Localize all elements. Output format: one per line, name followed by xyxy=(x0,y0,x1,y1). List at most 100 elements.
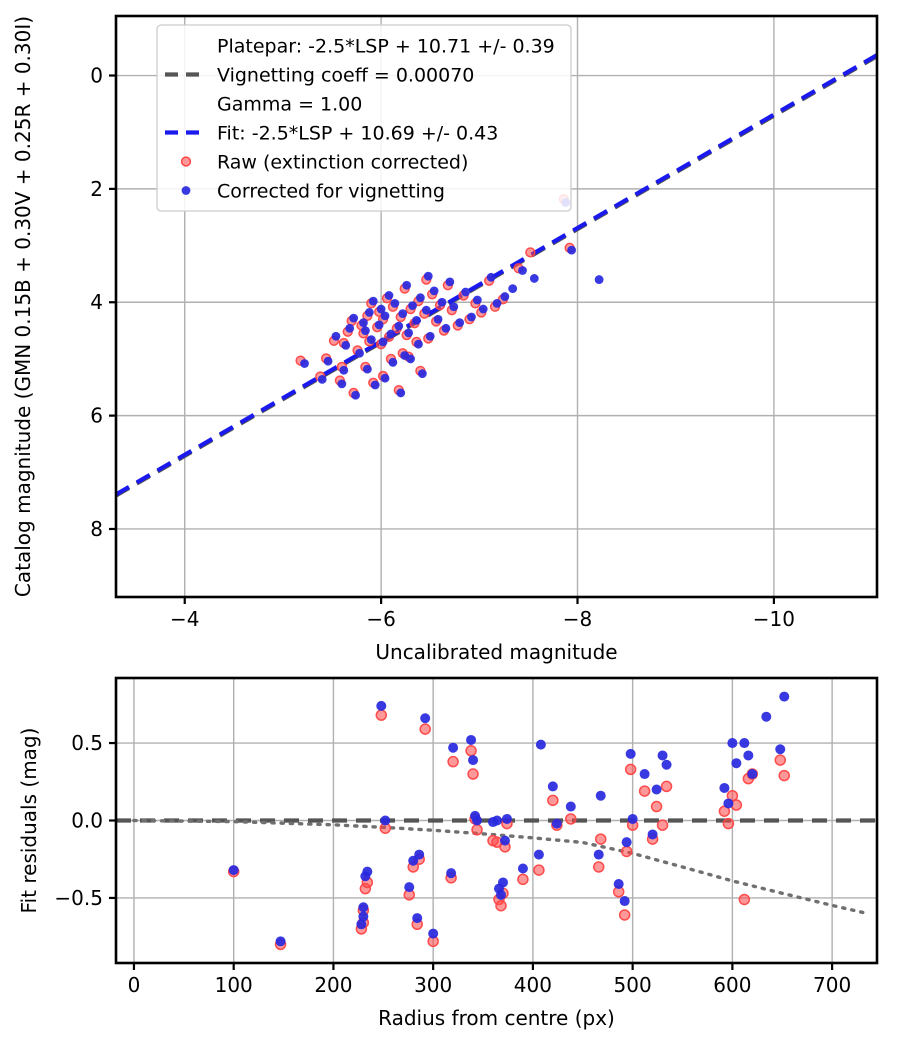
data-point-corrected xyxy=(739,738,750,749)
data-point-corrected xyxy=(448,742,459,753)
data-point-corrected xyxy=(355,348,364,358)
data-point-corrected xyxy=(551,818,562,829)
data-point-raw xyxy=(565,813,577,825)
legend-box xyxy=(156,24,572,212)
series-raw-extinction-corrected xyxy=(295,193,575,399)
ytick-label: 2 xyxy=(90,177,103,201)
data-point-corrected xyxy=(647,829,658,840)
data-point-corrected xyxy=(374,320,384,330)
xtick-label: −10 xyxy=(753,607,795,631)
data-point-corrected xyxy=(639,769,650,780)
ticks: 0 100 200 300 400 500 600 700 −0.5 0.0 0.5 xyxy=(54,731,851,997)
data-point-raw xyxy=(774,754,786,766)
data-point-raw xyxy=(738,893,751,906)
series-corrected-for-vignetting xyxy=(228,691,790,947)
xtick-label: −6 xyxy=(366,607,395,631)
data-point-corrected xyxy=(747,769,758,780)
y-axis-title: Fit residuals (mag) xyxy=(17,728,41,914)
data-point-raw xyxy=(419,723,431,735)
data-point-corrected xyxy=(398,309,408,318)
data-point-corrected xyxy=(358,911,369,922)
data-point-corrected xyxy=(404,882,415,893)
data-point-corrected xyxy=(317,374,327,384)
data-point-corrected xyxy=(723,798,734,809)
xtick-label: −4 xyxy=(170,607,199,631)
axes-frame xyxy=(114,14,879,599)
data-point-corrected xyxy=(455,318,465,328)
data-point-corrected xyxy=(275,936,286,947)
line-dashed-fit-2-5-lsp-10 xyxy=(116,53,877,497)
data-point-corrected xyxy=(414,339,423,349)
legend-label: Raw (extinction corrected) xyxy=(217,152,468,174)
data-point-corrected xyxy=(394,321,404,331)
data-point-raw xyxy=(467,768,479,780)
data-point-corrected xyxy=(775,744,786,755)
legend-label: Vignetting coeff = 0.00070 xyxy=(217,65,474,87)
plot-data xyxy=(116,53,877,498)
data-point-corrected xyxy=(425,331,435,341)
data-point-corrected xyxy=(727,738,738,749)
plot-data xyxy=(116,691,877,951)
xtick-label: 200 xyxy=(314,973,352,997)
ytick-label: −0.5 xyxy=(54,886,103,910)
data-point-corrected xyxy=(446,868,457,879)
data-point-corrected xyxy=(593,849,604,860)
data-point-corrected xyxy=(651,784,662,795)
data-point-corrected xyxy=(386,329,396,339)
data-point-raw xyxy=(375,709,388,721)
data-point-corrected xyxy=(414,849,425,860)
data-point-raw xyxy=(638,785,651,797)
data-point-corrected xyxy=(508,284,518,294)
data-point-raw xyxy=(525,247,536,258)
data-point-corrected xyxy=(339,365,349,375)
data-point-corrected xyxy=(349,313,359,323)
data-point-corrected xyxy=(449,302,459,312)
data-point-corrected xyxy=(380,373,390,383)
data-point-corrected xyxy=(376,700,387,711)
xtick-label: 600 xyxy=(713,973,751,997)
ytick-label: 0.0 xyxy=(71,809,103,833)
data-point-corrected xyxy=(368,296,378,306)
data-point-corrected xyxy=(396,388,406,398)
data-point-corrected xyxy=(594,275,604,284)
data-point-corrected xyxy=(376,304,386,314)
legend-label: Fit: -2.5*LSP + 10.69 +/- 0.43 xyxy=(217,123,498,145)
data-point-corrected xyxy=(380,311,390,321)
legend-entry: Gamma = 1.00 xyxy=(217,94,362,116)
line-dotted-vignetting-curve xyxy=(132,818,869,916)
legend-label: Gamma = 1.00 xyxy=(217,94,362,116)
data-point-corrected xyxy=(416,293,425,303)
data-point-raw xyxy=(592,861,605,873)
xtick-label: −8 xyxy=(563,607,592,631)
data-point-corrected xyxy=(421,305,431,315)
data-point-raw xyxy=(547,794,559,807)
data-point-corrected xyxy=(358,902,369,913)
data-point-corrected xyxy=(402,280,412,290)
data-point-corrected xyxy=(468,755,479,766)
data-point-corrected xyxy=(470,810,481,821)
data-point-corrected xyxy=(408,855,419,866)
data-point-corrected xyxy=(472,295,482,305)
data-point-corrected xyxy=(661,759,672,770)
data-point-corrected xyxy=(627,813,638,824)
data-point-corrected xyxy=(362,364,372,374)
data-point-corrected xyxy=(429,286,439,296)
data-point-corrected xyxy=(719,782,730,793)
data-point-corrected xyxy=(388,357,398,367)
xtick-label: 500 xyxy=(614,973,652,997)
ticks: −4 −6 −8 −10 0 2 4 6 8 xyxy=(90,64,795,631)
data-point-corrected xyxy=(406,354,415,364)
legend-marker-dot-red xyxy=(180,156,192,167)
data-point-corrected xyxy=(497,877,508,888)
data-point-corrected xyxy=(466,734,477,745)
data-point-corrected xyxy=(461,287,470,297)
data-point-corrected xyxy=(370,380,380,390)
data-point-raw xyxy=(447,755,459,768)
data-point-corrected xyxy=(361,326,370,335)
data-point-corrected xyxy=(423,271,433,281)
data-point-corrected xyxy=(619,896,630,907)
data-point-corrected xyxy=(300,359,309,368)
ytick-label: 6 xyxy=(90,404,103,428)
data-point-raw xyxy=(778,769,790,782)
